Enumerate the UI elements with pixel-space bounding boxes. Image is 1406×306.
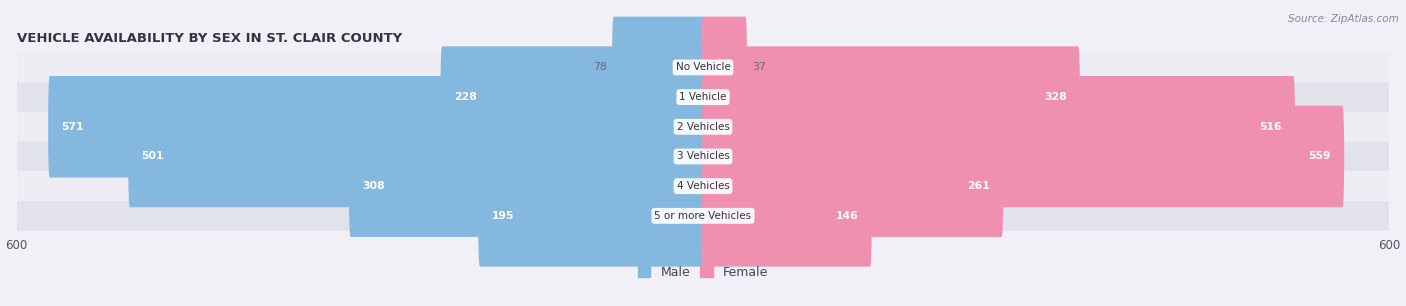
Text: 37: 37 (752, 62, 766, 73)
Text: VEHICLE AVAILABILITY BY SEX IN ST. CLAIR COUNTY: VEHICLE AVAILABILITY BY SEX IN ST. CLAIR… (17, 32, 402, 45)
Text: 78: 78 (593, 62, 607, 73)
FancyBboxPatch shape (11, 201, 1395, 231)
Text: 228: 228 (454, 92, 477, 102)
FancyBboxPatch shape (11, 112, 1395, 142)
FancyBboxPatch shape (702, 135, 1004, 237)
FancyBboxPatch shape (702, 17, 747, 118)
FancyBboxPatch shape (702, 46, 1080, 148)
Text: 308: 308 (363, 181, 385, 191)
Legend: Male, Female: Male, Female (634, 262, 772, 282)
FancyBboxPatch shape (48, 76, 704, 177)
FancyBboxPatch shape (702, 165, 872, 267)
Text: No Vehicle: No Vehicle (675, 62, 731, 73)
Text: 261: 261 (967, 181, 990, 191)
FancyBboxPatch shape (478, 165, 704, 267)
FancyBboxPatch shape (11, 82, 1395, 112)
FancyBboxPatch shape (702, 106, 1344, 207)
Text: 328: 328 (1045, 92, 1067, 102)
Text: 2 Vehicles: 2 Vehicles (676, 122, 730, 132)
Text: 5 or more Vehicles: 5 or more Vehicles (654, 211, 752, 221)
FancyBboxPatch shape (11, 142, 1395, 171)
Text: 195: 195 (491, 211, 513, 221)
FancyBboxPatch shape (11, 53, 1395, 82)
Text: Source: ZipAtlas.com: Source: ZipAtlas.com (1288, 14, 1399, 24)
FancyBboxPatch shape (128, 106, 704, 207)
FancyBboxPatch shape (440, 46, 704, 148)
FancyBboxPatch shape (11, 171, 1395, 201)
Text: 501: 501 (142, 151, 165, 162)
FancyBboxPatch shape (612, 17, 704, 118)
Text: 146: 146 (835, 211, 859, 221)
FancyBboxPatch shape (349, 135, 704, 237)
FancyBboxPatch shape (702, 76, 1295, 177)
Text: 559: 559 (1309, 151, 1331, 162)
Text: 516: 516 (1260, 122, 1282, 132)
Text: 4 Vehicles: 4 Vehicles (676, 181, 730, 191)
Text: 3 Vehicles: 3 Vehicles (676, 151, 730, 162)
Text: 1 Vehicle: 1 Vehicle (679, 92, 727, 102)
Text: 571: 571 (62, 122, 84, 132)
